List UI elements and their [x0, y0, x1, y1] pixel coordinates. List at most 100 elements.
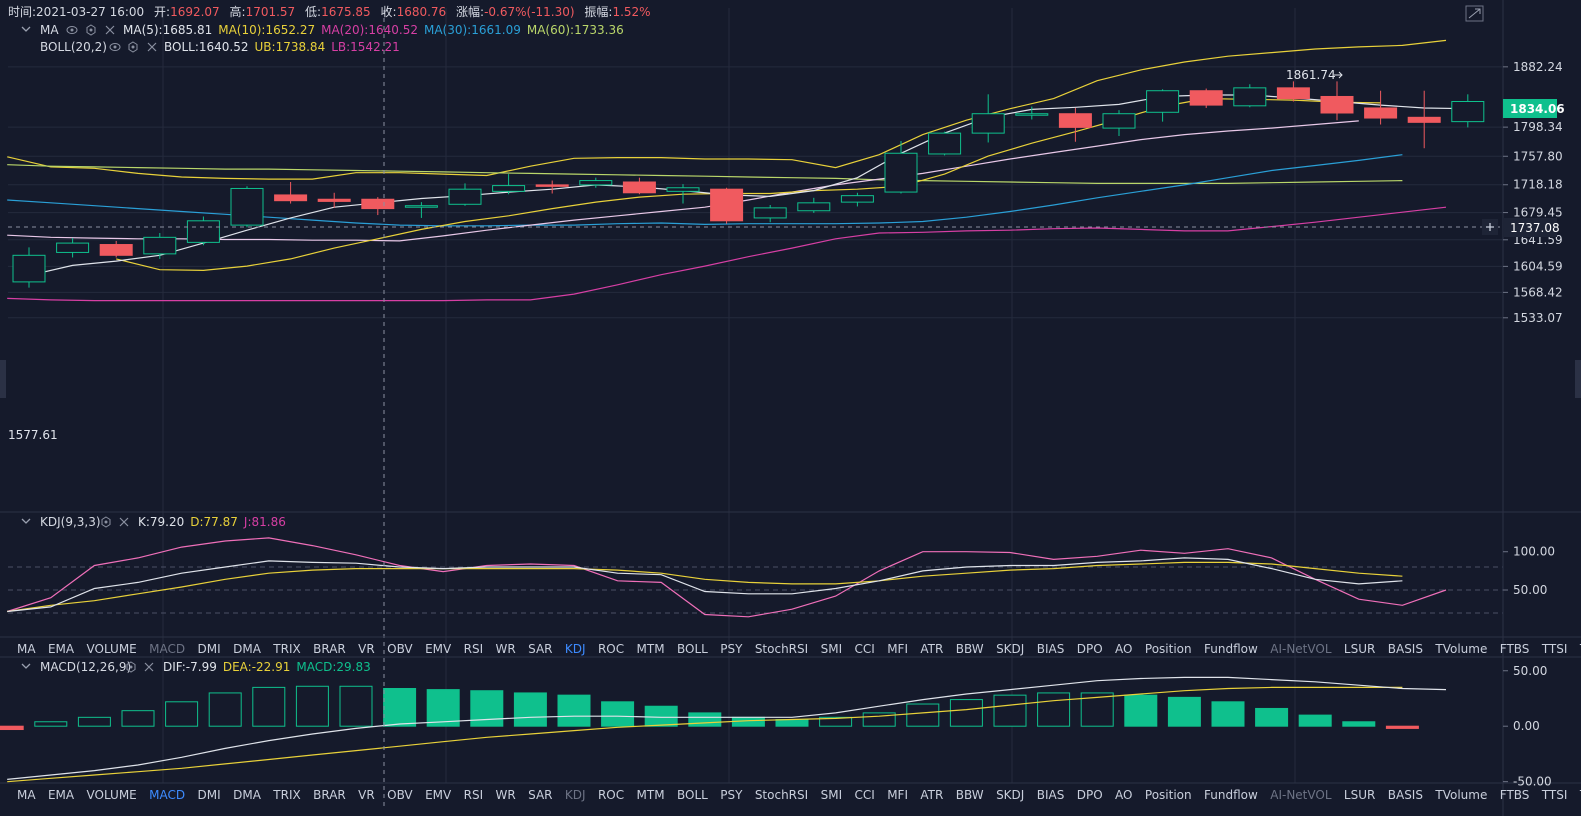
indicator-tab-cci[interactable]: CCI — [855, 642, 875, 656]
chevron-down-icon[interactable] — [21, 518, 31, 524]
eye-icon[interactable] — [109, 43, 121, 51]
indicator-tab-dpo[interactable]: DPO — [1077, 788, 1103, 802]
candle[interactable] — [1451, 94, 1485, 128]
indicator-tab-ftbs[interactable]: FTBS — [1500, 642, 1530, 656]
indicator-tab-dma[interactable]: DMA — [233, 642, 262, 656]
indicator-tab-tvolume[interactable]: TVolume — [1434, 642, 1487, 656]
indicator-tab-trix[interactable]: TRIX — [272, 788, 300, 802]
indicator-tab-position[interactable]: Position — [1145, 642, 1192, 656]
indicator-tab-dmi[interactable]: DMI — [198, 788, 221, 802]
indicator-tab-volume[interactable]: VOLUME — [87, 642, 137, 656]
indicator-tab-bbw[interactable]: BBW — [956, 788, 984, 802]
candle[interactable] — [186, 216, 220, 246]
indicator-tab-stochrsi[interactable]: StochRSI — [755, 788, 808, 802]
indicator-tab-ema[interactable]: EMA — [48, 642, 75, 656]
indicator-tab-brar[interactable]: BRAR — [313, 788, 346, 802]
candle[interactable] — [971, 94, 1005, 143]
candle[interactable] — [710, 187, 744, 224]
close-icon[interactable] — [105, 25, 115, 35]
eye-icon[interactable] — [66, 26, 78, 34]
indicator-tab-tvolume[interactable]: TVolume — [1434, 788, 1487, 802]
indicator-tab-rsi[interactable]: RSI — [464, 788, 484, 802]
indicator-tab-vr[interactable]: VR — [358, 788, 375, 802]
indicator-tab-ma[interactable]: MA — [17, 788, 36, 802]
candle[interactable] — [535, 180, 569, 194]
indicator-tab-ema[interactable]: EMA — [48, 788, 75, 802]
indicator-tab-bias[interactable]: BIAS — [1037, 788, 1065, 802]
close-icon[interactable] — [119, 517, 129, 527]
indicator-tab-dpo[interactable]: DPO — [1077, 642, 1103, 656]
gear-icon[interactable] — [86, 24, 96, 36]
indicator-tab-ttmu[interactable]: TTMU — [1579, 788, 1581, 802]
candle[interactable] — [1320, 81, 1354, 121]
candle[interactable] — [840, 192, 874, 207]
indicator-tab-boll[interactable]: BOLL — [677, 788, 708, 802]
indicator-tab-sar[interactable]: SAR — [528, 788, 552, 802]
indicator-tab-vr[interactable]: VR — [358, 642, 375, 656]
indicator-tab-obv[interactable]: OBV — [387, 642, 413, 656]
close-icon[interactable] — [147, 42, 157, 52]
candle[interactable] — [143, 233, 177, 259]
candle[interactable] — [884, 141, 918, 194]
indicator-tab-volume[interactable]: VOLUME — [87, 788, 137, 802]
indicator-tab-ai-netvol[interactable]: AI-NetVOL — [1270, 642, 1332, 656]
indicator-tab-position[interactable]: Position — [1145, 788, 1192, 802]
indicator-tab-dma[interactable]: DMA — [233, 788, 262, 802]
candle[interactable] — [1102, 110, 1136, 137]
indicator-tab-roc[interactable]: ROC — [598, 642, 624, 656]
left-panel-handle[interactable] — [0, 360, 6, 398]
candle[interactable] — [404, 202, 438, 218]
candle[interactable] — [274, 181, 308, 204]
indicator-tab-mtm[interactable]: MTM — [637, 788, 665, 802]
indicator-tab-emv[interactable]: EMV — [425, 642, 452, 656]
indicator-tab-macd[interactable]: MACD — [149, 788, 185, 802]
plus-icon[interactable] — [1482, 219, 1498, 235]
indicator-tab-fundflow[interactable]: Fundflow — [1204, 642, 1258, 656]
indicator-tab-atr[interactable]: ATR — [920, 788, 943, 802]
indicator-tab-ao[interactable]: AO — [1115, 788, 1132, 802]
indicator-tab-atr[interactable]: ATR — [920, 642, 943, 656]
indicator-tab-lsur[interactable]: LSUR — [1344, 642, 1375, 656]
candle[interactable] — [579, 177, 613, 188]
indicator-tab-kdj[interactable]: KDJ — [565, 788, 586, 802]
indicator-tab-ttmu[interactable]: TTMU — [1579, 642, 1581, 656]
indicator-tab-obv[interactable]: OBV — [387, 788, 413, 802]
candle[interactable] — [1276, 81, 1310, 102]
candle[interactable] — [230, 186, 264, 228]
candle[interactable] — [797, 197, 831, 213]
candle[interactable] — [666, 184, 700, 204]
indicator-tab-kdj[interactable]: KDJ — [565, 642, 586, 656]
indicator-tab-basis[interactable]: BASIS — [1388, 788, 1423, 802]
candle[interactable] — [753, 204, 787, 223]
indicator-tab-mfi[interactable]: MFI — [887, 642, 908, 656]
indicator-tab-emv[interactable]: EMV — [425, 788, 452, 802]
indicator-tab-ma[interactable]: MA — [17, 642, 36, 656]
indicator-tab-boll[interactable]: BOLL — [677, 642, 708, 656]
indicator-tab-ai-netvol[interactable]: AI-NetVOL — [1270, 788, 1332, 802]
indicator-tab-fundflow[interactable]: Fundflow — [1204, 788, 1258, 802]
gear-icon[interactable] — [126, 661, 136, 673]
gear-icon[interactable] — [101, 516, 111, 528]
indicator-tab-psy[interactable]: PSY — [720, 788, 743, 802]
candlesticks[interactable] — [12, 81, 1485, 288]
candle[interactable] — [1364, 90, 1398, 125]
candle[interactable] — [1058, 107, 1092, 142]
candle[interactable] — [99, 240, 133, 258]
indicator-tab-wr[interactable]: WR — [496, 642, 516, 656]
indicator-tab-bbw[interactable]: BBW — [956, 642, 984, 656]
indicator-tab-mfi[interactable]: MFI — [887, 788, 908, 802]
candle[interactable] — [12, 247, 46, 288]
indicator-tab-ftbs[interactable]: FTBS — [1500, 788, 1530, 802]
candle[interactable] — [56, 238, 90, 258]
indicator-tab-ttsi[interactable]: TTSI — [1541, 788, 1568, 802]
indicator-tab-skdj[interactable]: SKDJ — [996, 788, 1024, 802]
candle[interactable] — [361, 197, 395, 216]
indicator-tab-dmi[interactable]: DMI — [198, 642, 221, 656]
indicator-tab-roc[interactable]: ROC — [598, 788, 624, 802]
indicator-tab-bias[interactable]: BIAS — [1037, 642, 1065, 656]
indicator-tab-wr[interactable]: WR — [496, 788, 516, 802]
price-axis[interactable]: 1882.241798.341757.801718.181679.451641.… — [1503, 60, 1563, 325]
candle[interactable] — [448, 183, 482, 206]
indicator-tab-cci[interactable]: CCI — [855, 788, 875, 802]
